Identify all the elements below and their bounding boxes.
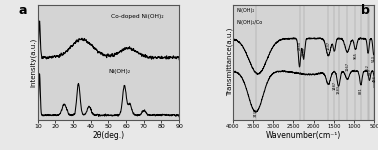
X-axis label: Wavenumber(cm⁻¹): Wavenumber(cm⁻¹) <box>266 130 341 140</box>
Text: 2350: 2350 <box>297 41 302 50</box>
Text: Ni(OH)₂: Ni(OH)₂ <box>236 8 255 13</box>
Text: 1487: 1487 <box>332 81 336 90</box>
Text: 1167: 1167 <box>345 62 349 71</box>
Text: b: b <box>361 4 370 18</box>
Text: 619: 619 <box>367 68 372 75</box>
Text: 831: 831 <box>359 87 363 94</box>
Text: 1383: 1383 <box>336 85 341 94</box>
Text: 513: 513 <box>372 55 376 62</box>
Text: Ni(OH)₂/Co: Ni(OH)₂/Co <box>236 20 263 24</box>
Text: 1637: 1637 <box>326 41 330 50</box>
Text: Co-doped Ni(OH)₂: Co-doped Ni(OH)₂ <box>111 14 164 19</box>
Text: a: a <box>18 4 26 18</box>
Text: 2250: 2250 <box>302 47 305 56</box>
Text: 3435: 3435 <box>254 108 258 117</box>
Text: 965: 965 <box>353 52 358 59</box>
Text: 652: 652 <box>366 64 370 71</box>
X-axis label: 2θ(deg.): 2θ(deg.) <box>92 130 124 140</box>
Text: 484: 484 <box>373 75 377 82</box>
Text: Ni(OH)₂: Ni(OH)₂ <box>108 69 131 74</box>
Y-axis label: Transmittance(a.u.): Transmittance(a.u.) <box>226 28 233 96</box>
Y-axis label: Intensity(a.u.): Intensity(a.u.) <box>30 38 36 87</box>
